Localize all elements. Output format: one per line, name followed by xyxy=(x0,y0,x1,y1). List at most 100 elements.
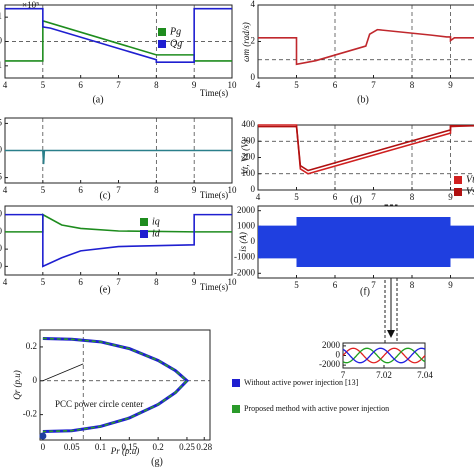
y-tick-label: 0 xyxy=(336,350,341,360)
x-tick-label: 10 xyxy=(228,80,238,90)
data-line xyxy=(258,28,474,66)
data-line xyxy=(5,7,232,63)
x-tick-label: 9 xyxy=(448,280,453,290)
x-tick-label: 6 xyxy=(78,185,83,195)
y-tick-label: 100 xyxy=(242,168,256,178)
y-tick-label: -2000 xyxy=(0,226,2,236)
x-tick-label: 6 xyxy=(78,80,83,90)
data-line xyxy=(5,149,232,165)
x-tick-label: 4 xyxy=(3,185,8,195)
y-tick-label: 300 xyxy=(242,135,256,145)
y-tick-label: -6000 xyxy=(0,260,2,270)
legend-label: Vs xyxy=(466,186,474,197)
x-tick-label: 6 xyxy=(78,277,83,287)
legend-label: id xyxy=(152,228,161,239)
x-tick-label: 10 xyxy=(228,185,238,195)
x-tick-label: 8 xyxy=(410,80,415,90)
caption: (c) xyxy=(99,190,110,201)
y-tick-label: 4 xyxy=(251,0,256,9)
data-line xyxy=(258,125,474,172)
y-tick-label: 0 xyxy=(0,209,3,219)
y-tick-label: 50 xyxy=(0,145,3,155)
x-tick-label: 6 xyxy=(333,280,338,290)
x-tick-label: 7 xyxy=(116,185,121,195)
legend-label: iq xyxy=(152,216,160,227)
x-tick-label: 9 xyxy=(448,192,453,202)
y-tick-label: -2000 xyxy=(234,267,255,277)
legend-swatch xyxy=(232,405,240,413)
x-tick-label: 5 xyxy=(294,80,299,90)
phase-wave xyxy=(342,347,426,364)
x-tick-label: 7 xyxy=(341,370,346,380)
x-tick-label: 4 xyxy=(256,80,261,90)
y-tick-label: 0.2 xyxy=(26,341,37,351)
x-tick-label: 0.2 xyxy=(153,442,164,452)
phase-wave xyxy=(342,347,426,364)
y-tick-label: 0 xyxy=(251,72,256,82)
x-tick-label: 7.02 xyxy=(376,370,392,380)
x-tick-label: 9 xyxy=(192,80,197,90)
annotation: PCC power circle center xyxy=(55,399,143,409)
y-tick-label: 0 xyxy=(33,375,38,385)
x-tick-label: 10 xyxy=(228,277,238,287)
x-tick-label: 4 xyxy=(256,192,261,202)
axis-exponent: ×10⁵ xyxy=(22,0,39,10)
x-tick-label: 5 xyxy=(294,280,299,290)
y-axis-label: Qr (p.u) xyxy=(12,370,22,400)
x-tick-label: 9 xyxy=(192,185,197,195)
x-tick-label: 7.04 xyxy=(417,370,433,380)
legend-label: Qg xyxy=(170,38,182,49)
x-tick-label: 8 xyxy=(410,192,415,202)
legend-label: Pg xyxy=(169,26,181,37)
radius-line xyxy=(42,363,84,382)
data-line xyxy=(42,337,189,433)
legend-swatch xyxy=(140,218,148,226)
y-tick-label: -0.2 xyxy=(23,409,37,419)
y-tick-label: 1 xyxy=(0,11,2,21)
y-axis-label: Vt, Vs (V) xyxy=(240,139,250,174)
caption: (d) xyxy=(350,194,362,205)
legend-swatch xyxy=(140,230,148,238)
y-tick-label: -4000 xyxy=(0,243,2,253)
y-tick-label: 0 xyxy=(0,36,3,46)
x-tick-label: 7 xyxy=(371,192,376,202)
y-tick-label: 50.05 xyxy=(0,117,3,127)
x-tick-label: 6 xyxy=(333,80,338,90)
caption: (e) xyxy=(99,284,110,295)
x-tick-label: 8 xyxy=(154,185,159,195)
x-tick-label: 6 xyxy=(333,192,338,202)
caption: (g) xyxy=(151,456,163,467)
x-tick-label: 9 xyxy=(448,80,453,90)
x-tick-label: 8 xyxy=(154,277,159,287)
x-tick-label: 5 xyxy=(41,277,46,287)
legend-swatch xyxy=(158,40,166,48)
x-axis-label: Pr (p.u) xyxy=(110,446,140,456)
legend-swatch xyxy=(454,176,462,184)
y-axis-label: is (A) xyxy=(238,232,248,252)
data-line xyxy=(5,213,232,268)
y-tick-label: 0 xyxy=(251,184,256,194)
y-tick-label: 0 xyxy=(251,236,256,246)
x-axis-label: Time(s) xyxy=(200,282,228,292)
x-tick-label: 0 xyxy=(41,442,46,452)
y-tick-label: 400 xyxy=(242,119,256,129)
x-tick-label: 4 xyxy=(3,80,8,90)
y-axis-label: ωm (rad/s) xyxy=(241,22,251,62)
legend-swatch xyxy=(232,379,240,387)
y-tick-label: 200 xyxy=(242,152,256,162)
x-tick-label: 7 xyxy=(371,280,376,290)
x-axis-label: Time(s) xyxy=(200,190,228,200)
x-tick-label: 8 xyxy=(410,280,415,290)
x-tick-label: 0.15 xyxy=(121,442,137,452)
y-tick-label: -2000 xyxy=(319,359,340,369)
legend-swatch xyxy=(158,28,166,36)
x-tick-label: 4 xyxy=(3,277,8,287)
y-tick-label: 49.95 xyxy=(0,172,3,182)
center-dot xyxy=(39,432,47,440)
x-tick-label: 0.25 xyxy=(179,442,195,452)
legend-label: Vt xyxy=(466,174,474,185)
x-tick-label: 0.1 xyxy=(95,442,106,452)
caption: (f) xyxy=(360,286,370,297)
